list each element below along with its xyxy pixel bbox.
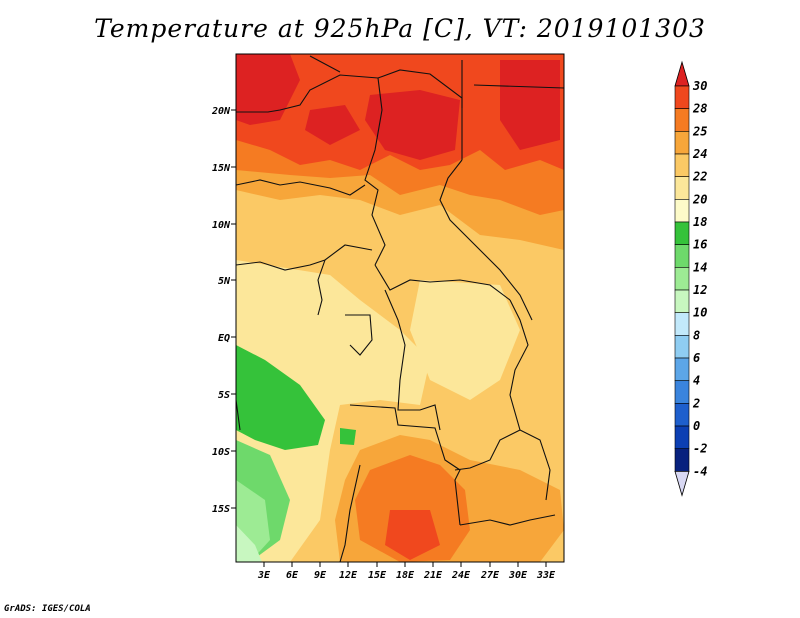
colorbar-label: 28	[692, 102, 707, 116]
colorbar-label: 14	[693, 260, 707, 274]
colorbar-bin	[674, 108, 690, 132]
lat-label: 5S	[218, 390, 230, 401]
colorbar-bin	[674, 312, 690, 336]
latitude-axis: 20N 15N 10N 5N EQ 5S 10S 15S	[211, 106, 231, 515]
colorbar-bin	[674, 448, 690, 472]
colorbar-label: 25	[692, 124, 707, 138]
temperature-field	[236, 54, 564, 562]
country-borders	[236, 55, 564, 562]
colorbar-bin	[674, 335, 690, 359]
lat-label: 5N	[218, 276, 231, 287]
colorbar-label: 8	[693, 328, 700, 342]
colorbar-bottom-arrow	[674, 470, 690, 497]
lon-label: 18E	[396, 570, 415, 581]
grads-footer: GrADS: IGES/COLA	[4, 604, 91, 614]
colorbar-label: 2	[692, 396, 700, 410]
colorbar-bin	[674, 380, 690, 404]
lon-label: 12E	[339, 570, 358, 581]
lon-label: 30E	[508, 570, 528, 581]
lon-label: 3E	[257, 570, 271, 581]
colorbar-label: 4	[693, 374, 700, 388]
latitude-ticks	[231, 109, 236, 509]
lat-label: 20N	[211, 106, 231, 117]
colorbar-bin	[674, 199, 690, 223]
lat-label: EQ	[218, 333, 230, 344]
lon-label: 21E	[423, 570, 443, 581]
lat-label: 15N	[212, 163, 231, 174]
colorbar-top-arrow	[674, 60, 690, 87]
colorbar-bin	[674, 425, 690, 450]
colorbar-bin	[674, 267, 690, 291]
lon-label: 27E	[480, 570, 500, 581]
colorbar-label: 22	[692, 170, 707, 184]
colorbar-bin	[674, 244, 690, 268]
map-title: Temperature at 925hPa [C], VT: 201910130…	[94, 14, 706, 43]
colorbar-bin	[674, 153, 690, 177]
colorbar-bin	[674, 85, 690, 109]
lat-label: 10N	[212, 220, 231, 231]
colorbar-bin	[674, 176, 690, 200]
colorbar-label: 12	[693, 283, 707, 297]
colorbar-label: 10	[693, 306, 707, 320]
lon-label: 33E	[536, 570, 556, 581]
lon-label: 24E	[451, 570, 471, 581]
longitude-ticks	[263, 562, 547, 567]
map-frame	[235, 53, 565, 563]
colorbar-bin	[674, 221, 690, 245]
colorbar-label: -2	[693, 442, 707, 456]
lat-label: 15S	[212, 504, 230, 515]
longitude-axis: 3E 6E 9E 12E 15E 18E 21E 24E 27E 30E 33E	[257, 570, 556, 581]
lat-label: 10S	[212, 447, 230, 458]
colorbar-bin	[674, 289, 690, 313]
colorbar-label: 20	[692, 192, 707, 206]
colorbar-label: 18	[693, 215, 707, 229]
colorbar-bin	[674, 403, 690, 427]
lon-label: 9E	[314, 570, 327, 581]
lon-label: 15E	[368, 570, 387, 581]
colorbar-label: 0	[693, 419, 700, 433]
lon-label: 6E	[286, 570, 299, 581]
colorbar-label: 30	[692, 79, 707, 93]
colorbar-label: 6	[693, 351, 700, 365]
colorbar-bin	[674, 357, 690, 382]
colorbar-bin	[674, 131, 690, 155]
colorbar-label: -4	[693, 464, 707, 478]
colorbar-label: 16	[693, 238, 707, 252]
colorbar-label: 24	[692, 147, 707, 161]
